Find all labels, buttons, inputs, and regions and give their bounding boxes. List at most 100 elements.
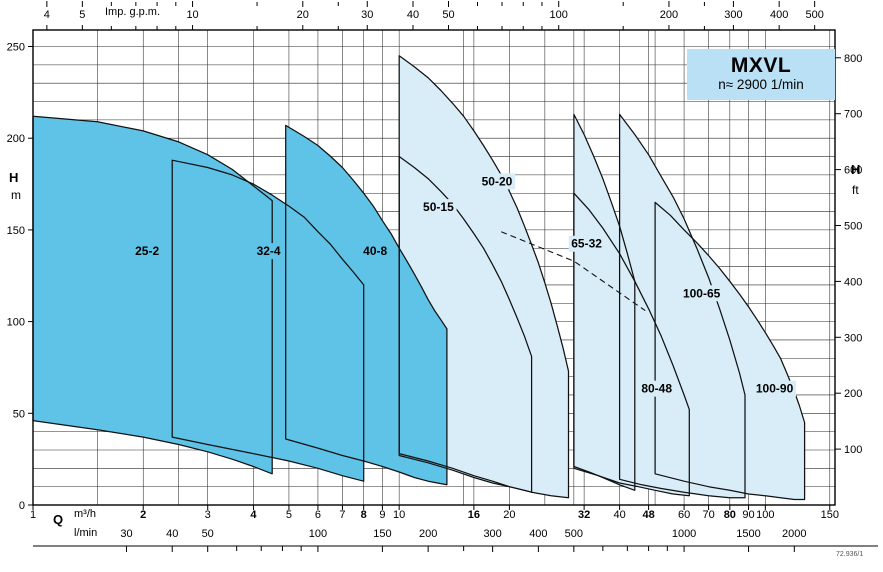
series-label-100-90: 100-90 <box>756 382 794 396</box>
title-box: MXVL n≈ 2900 1/min <box>687 49 835 100</box>
m3h-tick-label: 6 <box>315 509 321 521</box>
m3h-tick-label: 80 <box>724 509 736 521</box>
doc-number: 72.936/1 <box>836 551 864 558</box>
gpm-tick-label: 10 <box>186 9 198 21</box>
m3h-tick-label: 100 <box>756 509 774 521</box>
series-label-chip-100-90 <box>753 380 797 397</box>
lmin-tick-label: 30 <box>120 528 132 540</box>
gpm-tick-label: 400 <box>770 9 788 21</box>
lmin-tick-label: 40 <box>166 528 178 540</box>
lmin-tick-label: 300 <box>483 528 501 540</box>
m3h-tick-label: 20 <box>503 509 515 521</box>
envelope-fill-100-90 <box>655 202 805 500</box>
m3h-tick-label: 2 <box>140 509 146 521</box>
series-label-chip-50-15 <box>420 199 457 216</box>
envelope-outline-100-90 <box>654 201 806 501</box>
m3h-tick-label: 16 <box>468 509 480 521</box>
gpm-tick-label: 40 <box>407 9 419 21</box>
axes: 0501001502002501002003004005006007008004… <box>7 1 878 552</box>
lmin-tick-label: 400 <box>529 528 547 540</box>
lmin-tick-label: 100 <box>309 528 327 540</box>
envelope-outline-80-48 <box>573 192 690 497</box>
gpm-tick-label: 4 <box>44 9 50 21</box>
m3h-tick-label: 5 <box>286 509 292 521</box>
gpm-tick-label: 500 <box>805 9 823 21</box>
model-name: MXVL <box>730 54 792 78</box>
gpm-tick-label: 50 <box>442 9 454 21</box>
y-tick-label: 150 <box>7 225 25 237</box>
series-label-chip-25-2 <box>132 243 162 260</box>
m3h-tick-label: 10 <box>393 509 405 521</box>
lmin-tick-label: 1000 <box>672 528 696 540</box>
left-axis-unit: m <box>11 188 21 202</box>
gpm-tick-label: 30 <box>361 9 373 21</box>
envelope-outline-32-4 <box>171 159 365 482</box>
m3h-tick-label: 150 <box>821 509 839 521</box>
series-label-50-20: 50-20 <box>482 174 513 188</box>
y2-tick-label: 100 <box>844 444 862 456</box>
gpm-tick-label: 300 <box>724 9 742 21</box>
series-label-25-2: 25-2 <box>135 244 159 258</box>
right-axis-unit: ft <box>852 183 859 197</box>
m3h-tick-label: 1 <box>30 509 36 521</box>
gpm-tick-label: 100 <box>550 9 568 21</box>
envelope-outline-25-2 <box>32 115 273 475</box>
m3h-tick-label: 60 <box>678 509 690 521</box>
series-label-chip-32-4 <box>254 243 284 260</box>
y-tick-label: 50 <box>13 408 25 420</box>
series-label-50-15: 50-15 <box>423 200 454 214</box>
y2-tick-label: 700 <box>844 109 862 121</box>
m3h-tick-label: 70 <box>702 509 714 521</box>
y2-tick-label: 400 <box>844 276 862 288</box>
series-label-65-32: 65-32 <box>571 237 602 251</box>
plot-border <box>32 29 836 506</box>
lmin-tick-label: 2000 <box>782 528 806 540</box>
envelope-outline-40-8 <box>285 124 448 486</box>
lmin-tick-label: 150 <box>373 528 391 540</box>
y2-tick-label: 300 <box>844 332 862 344</box>
lmin-tick-label: 200 <box>419 528 437 540</box>
y-tick-label: 250 <box>7 42 25 54</box>
m3h-tick-label: 32 <box>578 509 590 521</box>
gpm-tick-label: 5 <box>79 9 85 21</box>
series-label-chip-100-65 <box>680 285 724 302</box>
envelope-outline-50-20 <box>398 55 570 499</box>
y2-tick-label: 600 <box>844 165 862 177</box>
m3h-tick-label: 7 <box>339 509 345 521</box>
top-axis-title: Imp. g.p.m. <box>105 6 161 18</box>
series-label-80-48: 80-48 <box>641 382 672 396</box>
m3h-tick-label: 8 <box>361 509 367 521</box>
m3h-tick-label: 48 <box>642 509 654 521</box>
speed-spec: n≈ 2900 1/min <box>718 77 804 93</box>
bottom-axis-unit-m3h: m³/h <box>74 508 96 520</box>
lmin-tick-label: 50 <box>202 528 214 540</box>
y-tick-label: 100 <box>7 317 25 329</box>
envelope-fills <box>33 55 805 500</box>
series-label-100-65: 100-65 <box>683 286 721 300</box>
lmin-tick-label: 500 <box>565 528 583 540</box>
y2-tick-label: 200 <box>844 388 862 400</box>
y-tick-label: 0 <box>19 500 25 512</box>
bottom-axis-unit-lmin: l/min <box>74 527 98 539</box>
m3h-tick-label: 40 <box>613 509 625 521</box>
series-labels: 50-20 50-15 65-32 80-48 100-65 100-90 25-2 32-4… <box>132 173 797 397</box>
lmin-tick-label: 1500 <box>736 528 760 540</box>
y2-tick-label: 800 <box>844 53 862 65</box>
series-label-chip-50-20 <box>479 173 516 190</box>
m3h-tick-label: 90 <box>742 509 754 521</box>
gpm-tick-label: 20 <box>297 9 309 21</box>
right-axis-title: H <box>851 162 861 177</box>
y2-tick-label: 500 <box>844 220 862 232</box>
series-label-chip-40-8 <box>360 243 390 260</box>
series-label-chip-65-32 <box>568 235 605 252</box>
series-label-40-8: 40-8 <box>363 244 387 258</box>
gpm-tick-label: 200 <box>660 9 678 21</box>
bottom-axis-title: Q <box>53 512 64 527</box>
m3h-tick-label: 9 <box>379 509 385 521</box>
envelope-outline-100-65 <box>618 113 746 499</box>
envelope-fill-40-8 <box>285 125 447 485</box>
left-axis-title: H <box>9 170 19 185</box>
y-tick-label: 200 <box>7 133 25 145</box>
m3h-tick-label: 3 <box>205 509 211 521</box>
